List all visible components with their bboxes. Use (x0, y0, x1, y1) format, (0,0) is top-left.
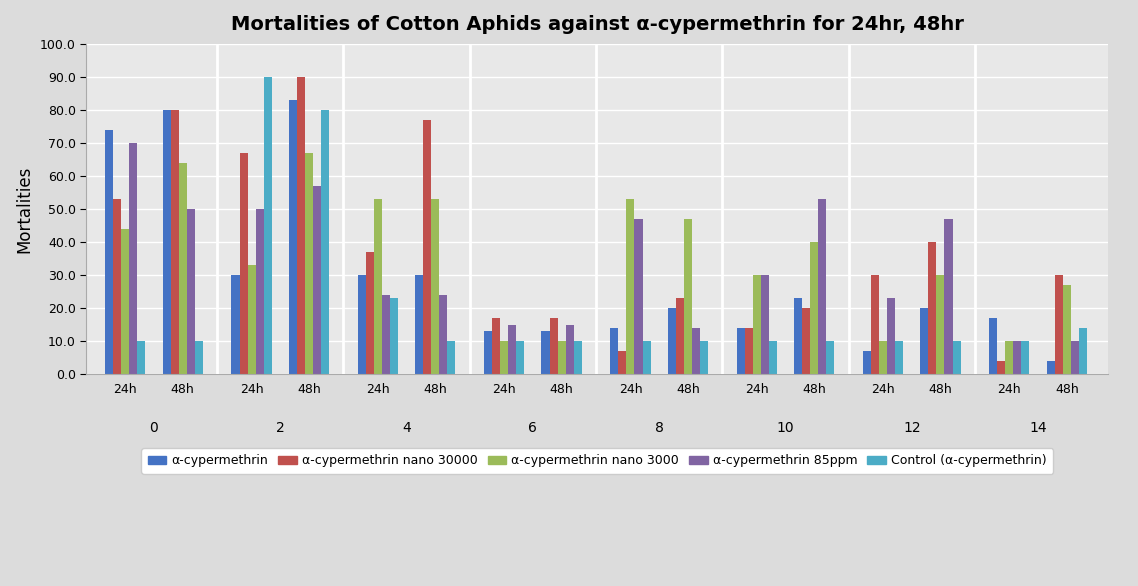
Text: 2: 2 (275, 421, 284, 434)
Text: 12: 12 (902, 421, 921, 434)
Bar (163, 110, 171, 374)
Bar (138, 341, 146, 374)
Bar (736, 328, 744, 374)
Bar (256, 209, 264, 374)
Bar (113, 199, 122, 374)
Bar (122, 229, 130, 374)
Bar (937, 275, 945, 374)
Bar (945, 219, 953, 374)
Bar (794, 298, 802, 374)
Bar (484, 331, 492, 374)
Bar (1055, 275, 1063, 374)
Bar (374, 199, 382, 374)
Bar (818, 199, 826, 374)
Bar (542, 331, 550, 374)
Bar (179, 163, 187, 374)
Bar (989, 318, 997, 374)
Bar (826, 341, 834, 374)
Bar (1022, 341, 1030, 374)
Bar (761, 275, 769, 374)
Bar (684, 219, 692, 374)
Bar (997, 361, 1005, 374)
Bar (509, 325, 517, 374)
Bar (888, 298, 896, 374)
Bar (921, 308, 929, 374)
Bar (810, 242, 818, 374)
Bar (248, 265, 256, 374)
Bar (415, 275, 423, 374)
Bar (321, 110, 329, 374)
Bar (313, 186, 321, 374)
Bar (610, 328, 618, 374)
Text: 10: 10 (776, 421, 794, 434)
Bar (423, 120, 431, 374)
Y-axis label: Mortalities: Mortalities (15, 165, 33, 253)
Bar (390, 298, 398, 374)
Bar (566, 325, 574, 374)
Bar (1013, 341, 1022, 374)
Text: 0: 0 (149, 421, 158, 434)
Bar (953, 341, 960, 374)
Bar (668, 308, 676, 374)
Bar (769, 341, 777, 374)
Bar (752, 275, 761, 374)
Bar (365, 252, 374, 374)
Bar (635, 219, 643, 374)
Bar (863, 351, 871, 374)
Bar (626, 199, 635, 374)
Text: 14: 14 (1029, 421, 1047, 434)
Bar (879, 341, 888, 374)
Bar (558, 341, 566, 374)
Bar (802, 308, 810, 374)
Bar (1005, 341, 1013, 374)
Bar (289, 100, 297, 374)
Bar (744, 328, 752, 374)
Bar (500, 341, 509, 374)
Bar (618, 351, 626, 374)
Bar (264, 77, 272, 374)
Bar (431, 199, 439, 374)
Bar (676, 298, 684, 374)
Text: 4: 4 (402, 421, 411, 434)
Bar (550, 318, 558, 374)
Legend: α-cypermethrin, α-cypermethrin nano 30000, α-cypermethrin nano 3000, α-cypermeth: α-cypermethrin, α-cypermethrin nano 3000… (141, 448, 1053, 473)
Bar (297, 77, 305, 374)
Bar (239, 153, 248, 374)
Bar (1071, 341, 1079, 374)
Bar (1047, 361, 1055, 374)
Bar (1063, 285, 1071, 374)
Bar (105, 130, 113, 374)
Bar (195, 341, 203, 374)
Bar (492, 318, 500, 374)
Text: 8: 8 (654, 421, 663, 434)
Bar (357, 275, 365, 374)
Title: Mortalities of Cotton Aphids against α-cypermethrin for 24hr, 48hr: Mortalities of Cotton Aphids against α-c… (231, 15, 964, 34)
Bar (1079, 328, 1087, 374)
Bar (929, 242, 937, 374)
Bar (517, 341, 525, 374)
Bar (187, 209, 195, 374)
Bar (130, 143, 138, 374)
Bar (231, 275, 239, 374)
Bar (305, 153, 313, 374)
Bar (643, 341, 651, 374)
Text: 6: 6 (528, 421, 537, 434)
Bar (896, 341, 904, 374)
Bar (871, 275, 879, 374)
Bar (439, 295, 447, 374)
Bar (382, 295, 390, 374)
Bar (171, 110, 179, 374)
Bar (700, 341, 708, 374)
Bar (574, 341, 582, 374)
Bar (692, 328, 700, 374)
Bar (447, 341, 455, 374)
